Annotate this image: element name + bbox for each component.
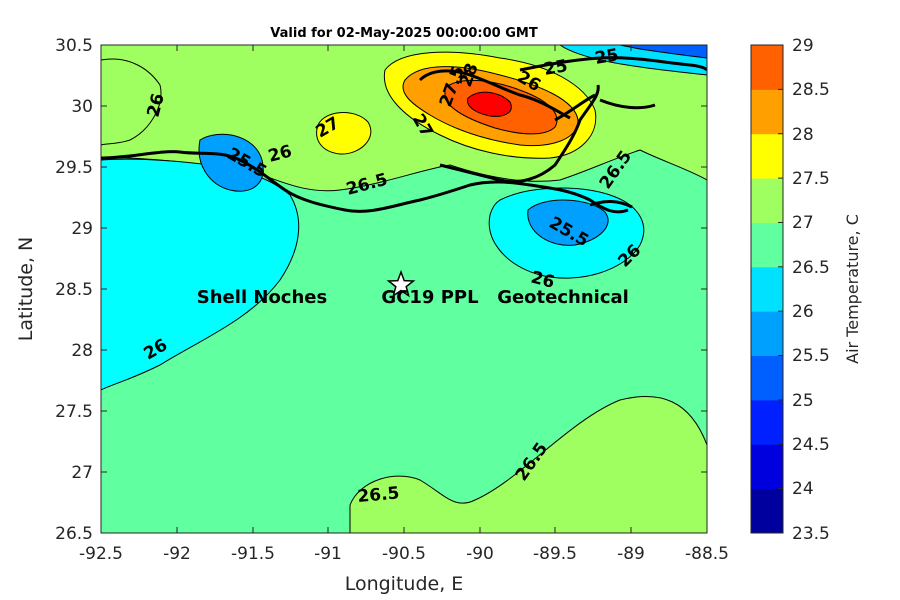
x-tick-label: -90.5: [382, 544, 426, 564]
colorbar-block: [751, 266, 783, 312]
contour-label: 25: [542, 56, 569, 80]
colorbar-tick-label: 25.5: [792, 346, 830, 366]
colorbar: 29 28.5 28 27.5 27 26.5 26 25.5 25 24.5 …: [750, 36, 862, 544]
x-tick-label: -90: [466, 544, 494, 564]
colorbar-block: [751, 355, 783, 401]
colorbar-block: [751, 488, 783, 534]
temperature-contour-fill: [101, 45, 707, 533]
colorbar-tick-label: 24: [792, 479, 814, 499]
x-axis: -92.5 -92 -91.5 -91 -90.5 -90 -89.5 -89 …: [79, 45, 729, 595]
band-26.5-27-northwest: [101, 58, 162, 146]
x-tick-label: -89: [617, 544, 645, 564]
band-26.5-27-south: [349, 396, 707, 533]
band-28.5-29: [466, 91, 512, 117]
x-tick-label: -88.5: [685, 544, 729, 564]
y-tick-label: 26.5: [55, 524, 93, 544]
x-tick-label: -92.5: [79, 544, 123, 564]
colorbar-frame: [750, 44, 784, 534]
colorbar-tick-label: 23.5: [792, 524, 830, 544]
colorbar-blocks: [751, 45, 783, 534]
map-title: Valid for 02-May-2025 00:00:00 GMT: [270, 26, 538, 41]
band-27-27.5-small: [316, 112, 372, 155]
colorbar-block: [751, 45, 783, 90]
band-25.5-26-west: [101, 158, 300, 391]
colorbar-tick-label: 26: [792, 302, 814, 322]
colorbar-block: [751, 222, 783, 268]
star-icon: [386, 269, 416, 298]
site-label-type: Geotechnical: [497, 287, 629, 308]
colorbar-block: [751, 89, 783, 135]
x-tick-label: -92: [163, 544, 191, 564]
colorbar-block: [751, 399, 783, 445]
y-tick-label: 28: [71, 341, 93, 361]
x-tick-label: -91: [314, 544, 342, 564]
colorbar-block: [751, 178, 783, 223]
x-axis-label: Longitude, E: [345, 573, 464, 595]
y-tick-label: 29.5: [55, 158, 93, 178]
y-tick-label: 30: [71, 97, 93, 117]
site-marker: Shell Noches GC19 PPL Geotechnical: [197, 269, 629, 308]
y-tick-label: 28.5: [55, 280, 93, 300]
colorbar-tick-label: 28.5: [792, 80, 830, 100]
colorbar-block: [751, 444, 783, 490]
colorbar-tick-label: 24.5: [792, 435, 830, 455]
colorbar-tick-label: 27.5: [792, 169, 830, 189]
colorbar-block: [751, 311, 783, 357]
colorbar-tick-label: 26.5: [792, 258, 830, 278]
y-tick-label: 27.5: [55, 402, 93, 422]
x-tick-label: -89.5: [533, 544, 577, 564]
x-tick-label: -91.5: [231, 544, 275, 564]
coastline: [101, 56, 707, 214]
contour-label: 25: [593, 45, 620, 69]
y-axis: 30.5 30 29.5 29 28.5 28 27.5 27 26.5 Lat…: [15, 36, 707, 544]
y-tick-label: 29: [71, 219, 93, 239]
colorbar-tick-label: 29: [792, 36, 814, 56]
site-label-block: GC19 PPL: [381, 287, 478, 308]
site-label-name: Shell Noches: [197, 287, 327, 308]
colorbar-block: [751, 133, 783, 179]
colorbar-tick-label: 28: [792, 125, 814, 145]
band-25-25.5-east: [527, 199, 609, 246]
y-tick-label: 30.5: [55, 36, 93, 56]
y-axis-label: Latitude, N: [15, 237, 37, 342]
band-25-25.5-west: [198, 133, 264, 192]
contour-label: 26.5: [357, 483, 401, 507]
y-tick-label: 27: [71, 463, 93, 483]
colorbar-tick-label: 27: [792, 213, 814, 233]
colorbar-tick-label: 25: [792, 391, 814, 411]
colorbar-label: Air Temperature, C: [843, 214, 862, 364]
